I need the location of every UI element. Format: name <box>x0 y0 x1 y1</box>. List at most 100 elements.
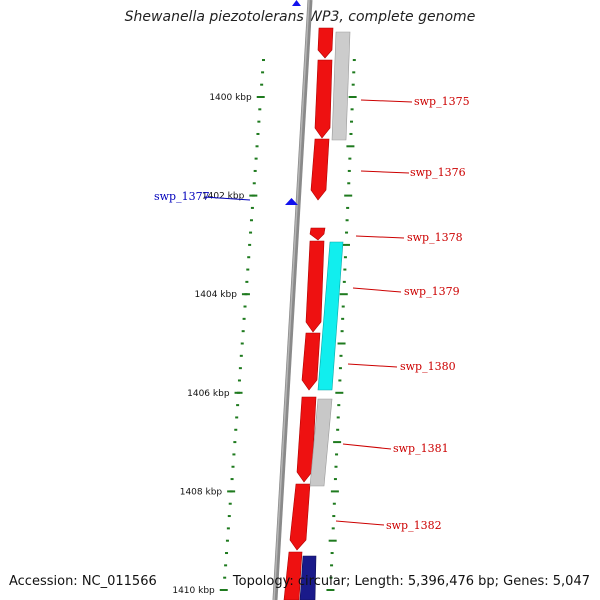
minor-tick <box>233 441 237 444</box>
tick-label: 1402 kbp <box>202 192 245 202</box>
minor-tick <box>261 59 265 62</box>
genome-backbone <box>272 0 313 600</box>
minor-tick <box>341 243 350 246</box>
cds-reverse-navy[interactable] <box>299 555 317 600</box>
minor-tick <box>334 465 338 468</box>
cds-reverse-grey[interactable] <box>309 398 333 487</box>
minor-tick <box>258 108 262 111</box>
minor-tick <box>341 317 345 320</box>
gene-label-swp-1378[interactable]: swp_1378 <box>407 231 463 244</box>
minor-tick <box>243 305 247 308</box>
minor-tick <box>339 293 348 296</box>
minor-tick <box>228 502 232 505</box>
gene-labels: swp_1375 swp_1376 swp_1378 swp_1379 swp_… <box>386 95 470 532</box>
cds-forward[interactable] <box>317 27 334 59</box>
minor-tick <box>230 478 234 481</box>
minor-tick <box>256 132 260 135</box>
minor-tick <box>333 478 337 481</box>
cds-forward[interactable] <box>305 240 325 333</box>
cds-forward[interactable] <box>301 332 321 391</box>
minor-tick <box>223 576 227 579</box>
gene-label-swp-1381[interactable]: swp_1381 <box>393 442 449 455</box>
position-ticks: 1400 kbp 1402 kbp 1404 kbp 1406 kbp 1408 kbp… <box>172 93 265 596</box>
minor-tick <box>336 428 340 431</box>
genome-backbone-highlight <box>273 0 310 600</box>
minor-tick <box>241 330 245 333</box>
minor-tick <box>343 256 347 259</box>
tick-label: 1408 kbp <box>180 487 223 497</box>
minor-tick <box>231 465 235 468</box>
minor-tick <box>224 564 228 567</box>
minor-tick <box>236 404 240 407</box>
tick-label: 1400 kbp <box>209 93 252 103</box>
minor-tick <box>245 280 249 283</box>
callout-line <box>347 363 398 368</box>
callout-line <box>355 235 405 239</box>
cds-forward[interactable] <box>289 483 311 551</box>
swp-1377-marker-icon <box>285 198 298 205</box>
minor-tick <box>247 256 251 259</box>
minor-tick <box>335 391 344 394</box>
minor-tick <box>342 280 346 283</box>
minor-tick <box>346 206 350 209</box>
tick-label: 1406 kbp <box>187 389 230 399</box>
minor-tick <box>349 132 353 135</box>
tick-label: 1404 kbp <box>195 290 238 300</box>
minor-tick <box>352 71 356 74</box>
cds-forward[interactable] <box>296 396 317 483</box>
minor-tick <box>225 552 229 555</box>
minor-tick <box>326 589 335 591</box>
minor-tick <box>347 169 351 172</box>
minor-tick <box>226 527 230 530</box>
gene-label-swp-1376[interactable]: swp_1376 <box>410 166 466 179</box>
gene-label-swp-1375[interactable]: swp_1375 <box>414 95 470 108</box>
minor-tick <box>338 379 342 382</box>
minor-tick <box>340 330 344 333</box>
minor-tick <box>337 404 341 407</box>
minor-tick <box>346 145 355 148</box>
callout-line-highlight <box>203 196 251 201</box>
top-marker-icon <box>292 0 301 6</box>
cds-forward[interactable] <box>309 227 326 241</box>
minor-tick <box>261 71 265 74</box>
callout-line <box>352 287 402 293</box>
minor-tick <box>331 527 335 530</box>
minor-tick <box>330 490 339 493</box>
minor-tick <box>254 157 258 160</box>
gene-label-swp-1382[interactable]: swp_1382 <box>386 519 442 532</box>
minor-tick <box>237 379 241 382</box>
cds-reverse-cyan[interactable] <box>317 241 344 391</box>
cds-reverse-grey[interactable] <box>331 31 351 141</box>
minor-tick <box>348 96 357 98</box>
callout-line <box>335 520 385 526</box>
minor-tick <box>246 268 250 271</box>
gene-label-swp-1379[interactable]: swp_1379 <box>404 285 460 298</box>
minor-tick <box>248 243 252 246</box>
minor-tick <box>234 428 238 431</box>
map-title: Shewanella piezotolerans WP3, complete g… <box>124 9 476 25</box>
minor-tick <box>332 502 336 505</box>
callout-line <box>360 170 410 174</box>
minor-tick <box>330 564 334 567</box>
gene-callouts <box>335 99 413 526</box>
cds-forward[interactable] <box>283 551 303 600</box>
minor-tick <box>350 120 354 123</box>
minor-tick <box>339 354 343 357</box>
callout-line <box>360 99 413 103</box>
minor-tick <box>337 342 346 345</box>
minor-tick <box>330 552 334 555</box>
cds-forward[interactable] <box>314 59 333 139</box>
minor-tick <box>345 231 349 234</box>
minor-tick <box>328 539 337 542</box>
minor-tick <box>351 83 355 86</box>
minor-tick-marks <box>222 59 357 591</box>
minor-tick <box>240 342 244 345</box>
gene-label-swp-1380[interactable]: swp_1380 <box>400 360 456 373</box>
gene-label-swp-1377[interactable]: swp_1377 <box>154 190 210 203</box>
callout-line <box>342 443 392 450</box>
reverse-strand-features <box>299 31 351 600</box>
minor-tick <box>329 576 333 579</box>
minor-tick <box>252 182 256 185</box>
cds-forward[interactable] <box>310 138 330 201</box>
